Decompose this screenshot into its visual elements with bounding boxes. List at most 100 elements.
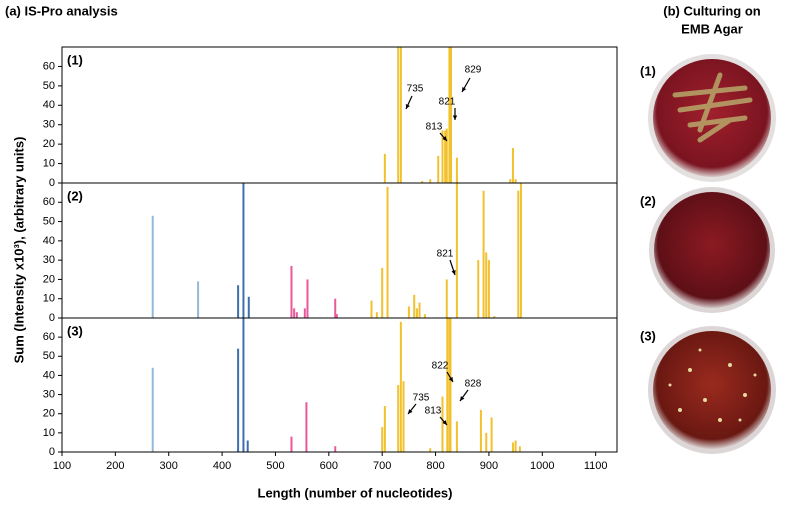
bar: [511, 442, 514, 452]
y-tick-label: 20: [43, 138, 55, 150]
bar: [511, 148, 514, 183]
bar: [448, 318, 451, 452]
bar: [334, 298, 337, 318]
bar: [151, 367, 154, 452]
bar: [415, 308, 418, 318]
bar: [407, 306, 410, 318]
colonies: [668, 348, 757, 422]
annotation: 735: [407, 84, 424, 95]
bar: [386, 186, 389, 318]
panel-frame: [61, 317, 618, 453]
bar: [487, 260, 490, 318]
bar: [445, 128, 448, 183]
bar: [423, 314, 426, 318]
bar: [448, 47, 451, 183]
arrow-head: [452, 115, 458, 120]
arrow-head: [451, 270, 456, 275]
bar: [449, 318, 452, 452]
bar: [514, 179, 517, 183]
panel-label: (2): [67, 188, 83, 203]
y-tick-label: 10: [43, 157, 55, 169]
bar: [290, 265, 293, 318]
x-tick-label: 1000: [530, 460, 554, 472]
y-tick-label: 60: [43, 196, 55, 208]
bar: [383, 406, 386, 452]
annotation: 821: [437, 249, 454, 260]
agar: [654, 192, 770, 308]
y-tick-label: 30: [43, 388, 55, 400]
bar: [151, 215, 154, 318]
agar: [653, 331, 771, 449]
bar: [370, 300, 373, 318]
culture-title: (b) Culturing on: [663, 3, 761, 18]
bar: [399, 47, 402, 183]
bar: [237, 348, 240, 452]
bar: [290, 436, 293, 452]
chart-title: (a) IS-Pro analysis: [5, 3, 118, 18]
y-tick-label: 50: [43, 350, 55, 362]
annotation: 735: [413, 393, 430, 404]
bar: [197, 281, 200, 318]
y-tick-label: 50: [43, 80, 55, 92]
bar: [334, 446, 337, 452]
bar: [402, 381, 405, 452]
annotation: 813: [426, 122, 443, 133]
x-tick-label: 500: [266, 460, 284, 472]
arrow-head: [442, 136, 447, 141]
arrow-head: [462, 87, 467, 92]
annotation: 829: [465, 65, 482, 76]
agar: [653, 59, 771, 177]
culture-label: (2): [640, 193, 656, 208]
annotation: 813: [425, 406, 442, 417]
arrow-head: [405, 104, 410, 109]
y-tick-label: 60: [43, 60, 55, 72]
bar: [441, 130, 444, 183]
bar: [517, 190, 520, 318]
bar: [450, 47, 453, 183]
x-tick-label: 200: [106, 460, 124, 472]
bar: [429, 179, 432, 183]
x-tick-label: 1100: [584, 460, 608, 472]
panel-frame: [61, 46, 618, 184]
y-tick-label: 0: [49, 312, 55, 324]
y-tick-label: 30: [43, 254, 55, 266]
y-tick-label: 0: [49, 177, 55, 189]
bar: [477, 260, 480, 318]
x-tick-label: 300: [160, 460, 178, 472]
bar: [441, 396, 444, 452]
culture-label: (1): [640, 63, 656, 78]
bar: [485, 432, 488, 452]
arrow-head: [460, 396, 465, 401]
bar: [242, 183, 245, 318]
bar: [305, 402, 308, 452]
y-tick-label: 40: [43, 369, 55, 381]
annotation: 821: [439, 97, 456, 108]
y-axis-label: Sum (Intensity x10³), (arbitrary units): [11, 137, 26, 364]
y-tick-label: 10: [43, 293, 55, 305]
annotation: 828: [465, 379, 482, 390]
bar: [399, 321, 402, 452]
y-tick-label: 40: [43, 99, 55, 111]
bar: [397, 47, 400, 183]
bar: [514, 440, 517, 452]
bar: [479, 409, 482, 452]
panel-label: (3): [67, 323, 83, 338]
bar: [418, 302, 421, 318]
x-tick-label: 600: [320, 460, 338, 472]
culture-title: EMB Agar: [681, 21, 743, 36]
y-tick-label: 60: [43, 331, 55, 343]
bar: [381, 427, 384, 452]
bar: [485, 252, 488, 318]
bar: [446, 318, 449, 452]
bar: [303, 308, 306, 318]
bar: [306, 279, 309, 318]
bar: [445, 279, 448, 318]
y-tick-label: 40: [43, 235, 55, 247]
arrow-head: [442, 420, 447, 425]
x-tick-label: 900: [480, 460, 498, 472]
bar: [293, 308, 296, 318]
x-tick-label: 100: [53, 460, 71, 472]
bar: [383, 153, 386, 183]
bar: [444, 130, 447, 183]
